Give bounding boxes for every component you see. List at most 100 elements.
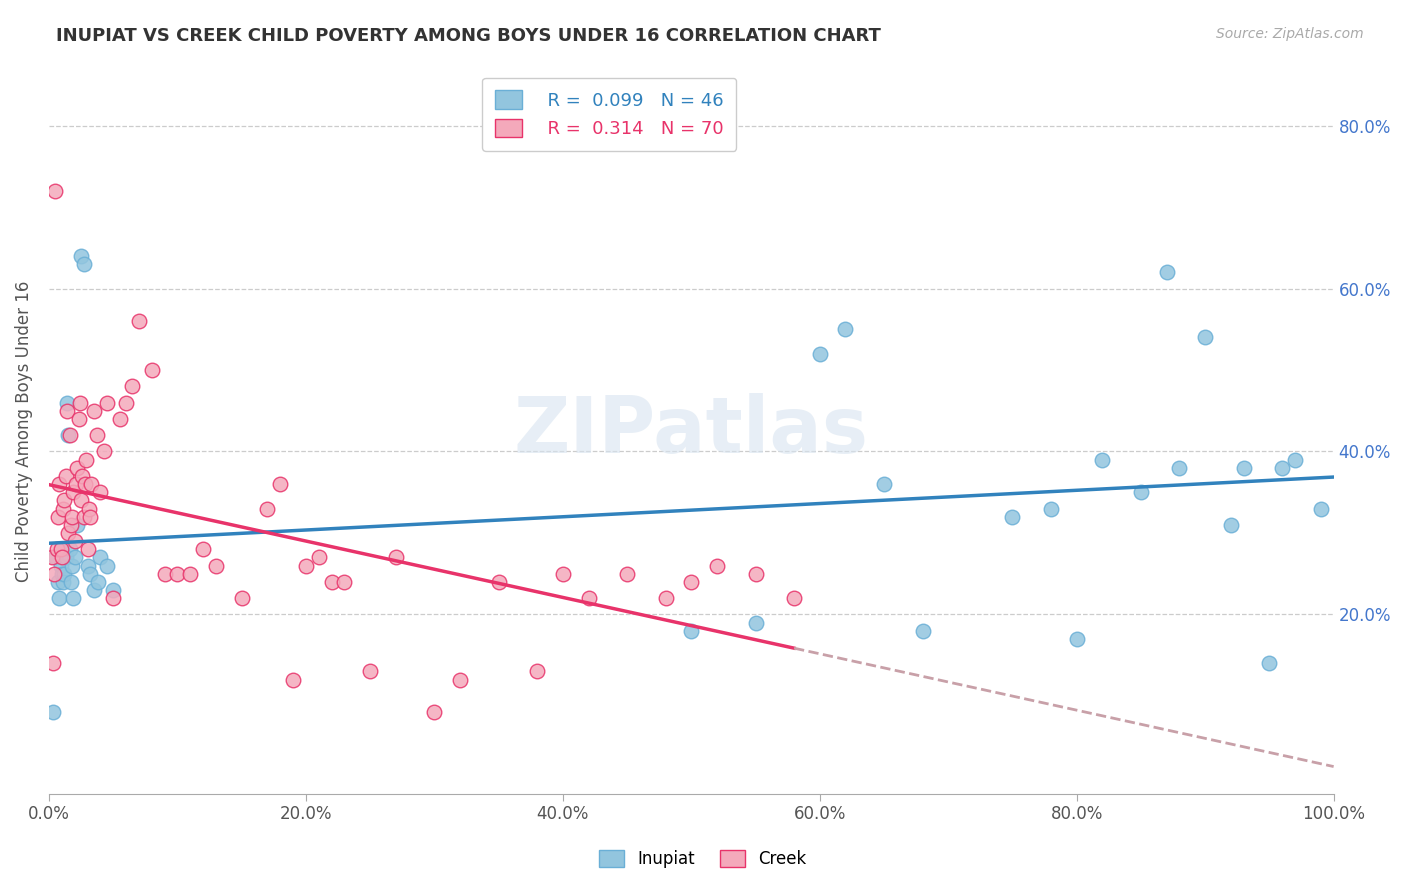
Legend: Inupiat, Creek: Inupiat, Creek	[592, 843, 814, 875]
Point	[70, 249, 93, 263]
Legend:   R =  0.099   N = 46,   R =  0.314   N = 70: R = 0.099 N = 46, R = 0.314 N = 70	[482, 78, 737, 151]
Point	[42, 705, 65, 719]
Point	[578, 591, 600, 606]
Point	[58, 428, 80, 442]
Point	[1066, 632, 1088, 646]
Point	[69, 395, 91, 409]
Point	[681, 624, 703, 638]
Point	[45, 542, 67, 557]
Point	[93, 444, 115, 458]
Point	[73, 257, 96, 271]
Point	[83, 403, 105, 417]
Point	[108, 412, 131, 426]
Point	[166, 566, 188, 581]
Point	[58, 525, 80, 540]
Point	[295, 558, 318, 573]
Text: INUPIAT VS CREEK CHILD POVERTY AMONG BOYS UNDER 16 CORRELATION CHART: INUPIAT VS CREEK CHILD POVERTY AMONG BOY…	[56, 27, 882, 45]
Point	[66, 517, 89, 532]
Point	[1001, 509, 1024, 524]
Point	[744, 566, 766, 581]
Point	[449, 673, 471, 687]
Point	[616, 566, 638, 581]
Point	[1129, 485, 1152, 500]
Point	[66, 460, 89, 475]
Point	[60, 558, 83, 573]
Point	[191, 542, 214, 557]
Point	[83, 582, 105, 597]
Point	[308, 550, 330, 565]
Point	[103, 582, 125, 597]
Y-axis label: Child Poverty Among Boys Under 16: Child Poverty Among Boys Under 16	[15, 280, 32, 582]
Point	[86, 428, 108, 442]
Point	[1194, 330, 1216, 344]
Point	[48, 591, 70, 606]
Point	[205, 558, 228, 573]
Point	[783, 591, 806, 606]
Point	[1309, 501, 1331, 516]
Point	[73, 477, 96, 491]
Point	[256, 501, 278, 516]
Point	[76, 542, 98, 557]
Point	[1271, 460, 1294, 475]
Point	[42, 657, 65, 671]
Point	[269, 477, 291, 491]
Point	[56, 395, 79, 409]
Point	[321, 574, 343, 589]
Point	[706, 558, 728, 573]
Point	[59, 517, 82, 532]
Point	[59, 574, 82, 589]
Point	[70, 493, 93, 508]
Point	[80, 477, 103, 491]
Point	[42, 566, 65, 581]
Point	[333, 574, 356, 589]
Point	[128, 314, 150, 328]
Point	[1156, 265, 1178, 279]
Point	[1219, 517, 1241, 532]
Point	[359, 665, 381, 679]
Point	[423, 705, 446, 719]
Point	[654, 591, 676, 606]
Point	[55, 469, 77, 483]
Point	[551, 566, 574, 581]
Point	[51, 566, 73, 581]
Point	[65, 477, 87, 491]
Point	[52, 501, 75, 516]
Point	[873, 477, 896, 491]
Point	[1233, 460, 1256, 475]
Point	[49, 558, 72, 573]
Point	[53, 566, 76, 581]
Point	[1091, 452, 1114, 467]
Point	[834, 322, 856, 336]
Text: Source: ZipAtlas.com: Source: ZipAtlas.com	[1216, 27, 1364, 41]
Point	[231, 591, 253, 606]
Point	[526, 665, 548, 679]
Point	[911, 624, 934, 638]
Point	[72, 469, 94, 483]
Point	[55, 550, 77, 565]
Point	[115, 395, 138, 409]
Point	[744, 615, 766, 630]
Point	[63, 550, 86, 565]
Point	[89, 485, 111, 500]
Point	[46, 509, 69, 524]
Point	[58, 428, 80, 442]
Point	[46, 574, 69, 589]
Point	[77, 501, 100, 516]
Point	[89, 550, 111, 565]
Point	[121, 379, 143, 393]
Point	[153, 566, 176, 581]
Point	[73, 509, 96, 524]
Point	[179, 566, 201, 581]
Point	[52, 574, 75, 589]
Point	[62, 485, 84, 500]
Point	[488, 574, 510, 589]
Point	[49, 542, 72, 557]
Point	[96, 395, 118, 409]
Point	[79, 566, 101, 581]
Point	[63, 534, 86, 549]
Point	[1168, 460, 1191, 475]
Point	[58, 542, 80, 557]
Point	[1284, 452, 1306, 467]
Point	[141, 363, 163, 377]
Point	[1258, 657, 1281, 671]
